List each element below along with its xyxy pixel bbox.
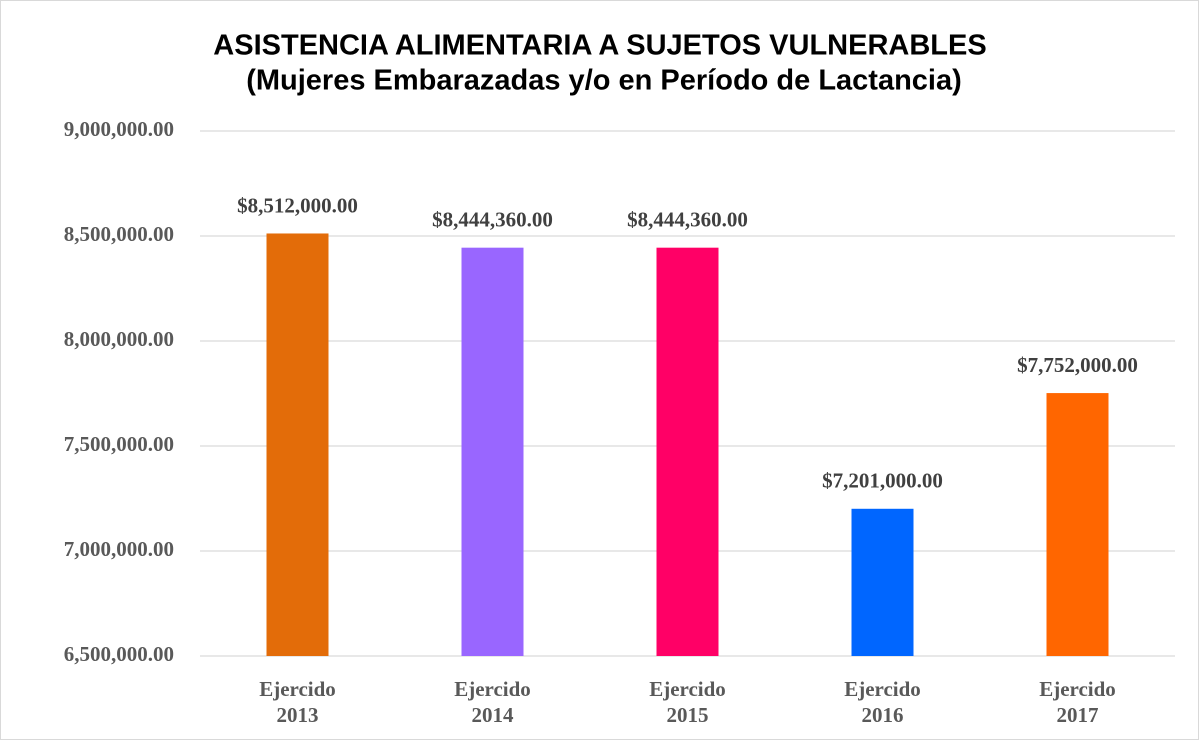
y-tick-label: 8,000,000.00 [64,327,174,351]
bar [1046,393,1109,656]
value-label: $7,752,000.00 [1017,353,1138,377]
y-tick-label: 7,000,000.00 [64,537,174,561]
bar [461,247,524,657]
bar [656,247,719,657]
chart-subtitle: (Mujeres Embarazadas y/o en Período de L… [246,65,962,97]
x-tick-label: Ejercido 2013 [259,677,336,727]
x-tick-label: Ejercido 2017 [1039,677,1116,727]
bar [266,233,329,657]
x-tick-label: Ejercido 2016 [844,677,921,727]
value-label: $8,444,360.00 [432,207,553,231]
x-tick-label: Ejercido 2014 [454,677,531,727]
value-label: $8,444,360.00 [627,207,748,231]
value-label: $8,512,000.00 [237,193,358,217]
value-label: $7,201,000.00 [822,469,943,493]
y-tick-label: 7,500,000.00 [64,432,174,456]
y-tick-label: 6,500,000.00 [64,642,174,666]
x-tick-label: Ejercido 2015 [649,677,726,727]
chart-title: ASISTENCIA ALIMENTARIA A SUJETOS VULNERA… [213,30,986,62]
bar [851,508,914,656]
y-tick-label: 8,500,000.00 [64,222,174,246]
y-tick-label: 9,000,000.00 [64,117,174,141]
